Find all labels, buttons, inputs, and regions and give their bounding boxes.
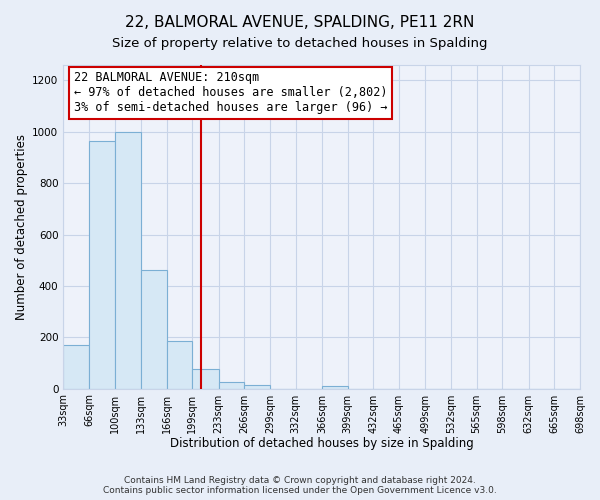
Bar — [141, 270, 167, 388]
X-axis label: Distribution of detached houses by size in Spalding: Distribution of detached houses by size … — [170, 437, 473, 450]
Bar — [167, 341, 192, 388]
Bar — [244, 384, 270, 388]
Bar — [322, 386, 347, 388]
Bar — [115, 132, 141, 388]
Text: 22 BALMORAL AVENUE: 210sqm
← 97% of detached houses are smaller (2,802)
3% of se: 22 BALMORAL AVENUE: 210sqm ← 97% of deta… — [74, 72, 387, 114]
Text: Size of property relative to detached houses in Spalding: Size of property relative to detached ho… — [112, 38, 488, 51]
Bar — [218, 382, 244, 388]
Text: 22, BALMORAL AVENUE, SPALDING, PE11 2RN: 22, BALMORAL AVENUE, SPALDING, PE11 2RN — [125, 15, 475, 30]
Bar — [63, 345, 89, 389]
Bar — [89, 141, 115, 388]
Text: Contains HM Land Registry data © Crown copyright and database right 2024.
Contai: Contains HM Land Registry data © Crown c… — [103, 476, 497, 495]
Y-axis label: Number of detached properties: Number of detached properties — [15, 134, 28, 320]
Bar — [192, 370, 218, 388]
